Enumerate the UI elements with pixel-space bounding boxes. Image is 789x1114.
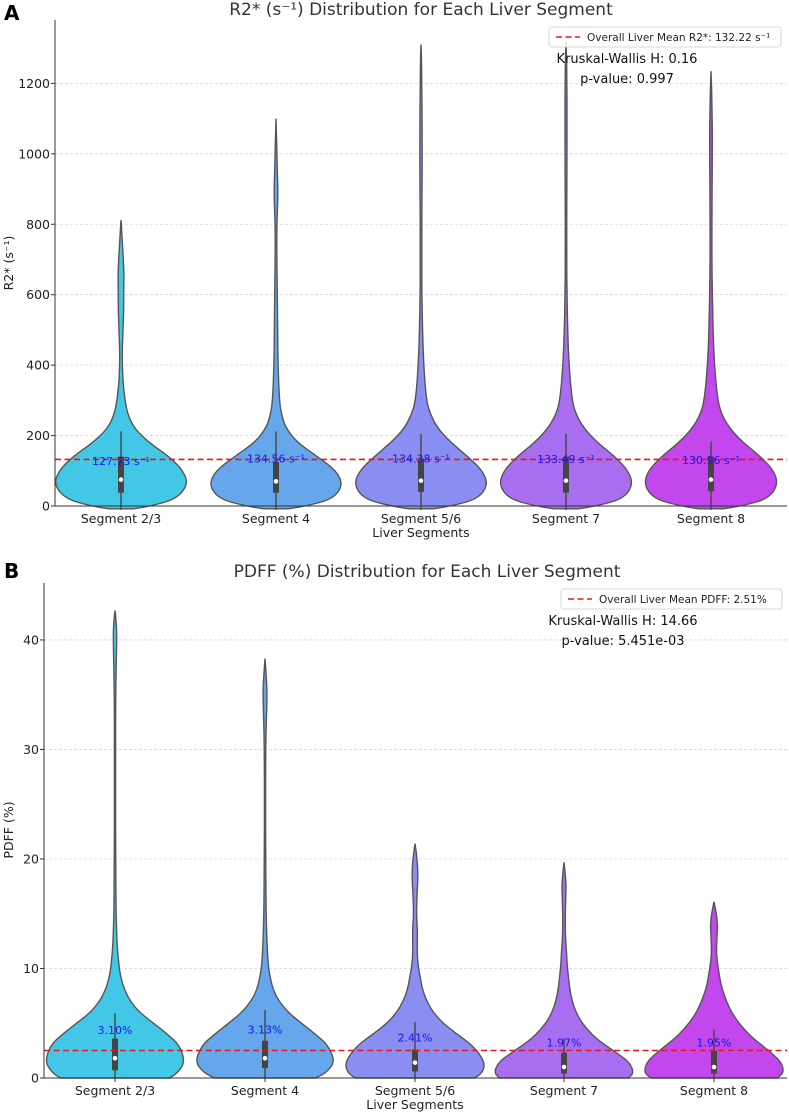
panel-b-y-tick-label: 40 [23, 632, 39, 647]
panel-b-x-tick-label: Segment 8 [680, 1083, 748, 1098]
panel-a-y-tick-label: 200 [26, 428, 50, 443]
panel-a-median-segment-1 [118, 477, 124, 482]
panel-b-x-tick-label: Segment 7 [530, 1083, 598, 1098]
panel-b-median-segment-1 [112, 1055, 118, 1061]
panel-a-title: R2* (s⁻¹) Distribution for Each Liver Se… [229, 0, 613, 20]
panel-b-label: B [4, 559, 19, 583]
panel-a-legend-label: Overall Liver Mean R2*: 132.22 s⁻¹ [587, 32, 770, 44]
panel-a-iqr-box-segment-2 [273, 461, 279, 493]
panel-b-iqr-box-segment-4 [561, 1052, 567, 1074]
panel-a-violin-segment-3 [355, 44, 487, 510]
panel-b-mean-label-segment-2: 3.13% [248, 1024, 283, 1037]
panel-a-p-value: p-value: 0.997 [580, 72, 674, 87]
panel-b-legend-label: Overall Liver Mean PDFF: 2.51% [599, 594, 767, 606]
panel-a-iqr-box-segment-3 [418, 458, 424, 492]
panel-a-violins [54, 41, 778, 510]
panel-b-x-tick-label: Segment 4 [231, 1083, 299, 1098]
panel-b-y-ticks: 0 10 20 30 40 [23, 632, 44, 1086]
panel-a-violin-segment-2 [210, 118, 342, 510]
panel-b-violin-segment-2 [196, 658, 334, 1079]
panel-b-mean-label-segment-5: 1.95% [697, 1037, 732, 1050]
panel-a-mean-label-segment-2: 134.56 s⁻¹ [247, 453, 305, 466]
panel-a-x-label: Liver Segments [372, 525, 469, 540]
panel-b-violin-segment-5 [644, 901, 784, 1079]
panel-a-mean-label-segment-5: 130.96 s⁻¹ [682, 454, 740, 467]
panel-b-p-value: p-value: 5.451e-03 [561, 634, 684, 649]
panel-a-kruskal-wallis: Kruskal-Wallis H: 0.16 [557, 52, 698, 67]
panel-b-mean-label-segment-3: 2.41% [398, 1032, 433, 1045]
panel-b: B PDFF (%) Distribution for Each Liver S… [1, 559, 787, 1112]
panel-a-median-segment-3 [418, 478, 424, 483]
panel-a-y-tick-label: 1200 [18, 76, 50, 91]
panel-a-y-tick-label: 1000 [18, 146, 50, 161]
panel-b-x-tick-label: Segment 5/6 [375, 1083, 455, 1098]
panel-b-iqr-box-segment-1 [112, 1038, 118, 1071]
panel-a-legend-box [548, 26, 782, 48]
panel-a-y-label: R2* (s⁻¹) [1, 236, 16, 291]
panel-b-mean-label-segment-1: 3.10% [98, 1024, 133, 1037]
panel-b-title: PDFF (%) Distribution for Each Liver Seg… [234, 562, 621, 582]
panel-b-iqr-box-segment-5 [711, 1050, 717, 1074]
panel-a-median-segment-5 [708, 477, 714, 482]
panel-b-y-tick-label: 10 [23, 961, 39, 976]
panel-a-median-segment-4 [563, 478, 569, 483]
panel-a-label: A [4, 1, 20, 25]
panel-a-iqr-box-segment-5 [708, 456, 714, 492]
panel-a-mean-labels: 127.73 s⁻¹ 134.56 s⁻¹ 134.38 s⁻¹ 133.49 s⁻¹… [92, 453, 740, 468]
panel-a-y-tick-label: 400 [26, 358, 50, 373]
panel-b-y-tick-label: 20 [23, 851, 39, 866]
panel-a-x-ticks: Segment 2/3 Segment 4 Segment 5/6 Segment 7… [81, 506, 745, 526]
panel-a-mean-label-segment-4: 133.49 s⁻¹ [537, 453, 595, 466]
panel-b-x-label: Liver Segments [366, 1097, 463, 1112]
panel-a-mean-label-segment-1: 127.73 s⁻¹ [92, 455, 150, 468]
panel-b-x-tick-label: Segment 2/3 [75, 1083, 155, 1098]
panel-a-violin-segment-1 [54, 219, 188, 510]
panel-a-median-segment-2 [273, 479, 279, 484]
panel-b-median-segment-3 [412, 1060, 418, 1065]
panel-b-y-label: PDFF (%) [1, 801, 16, 858]
panel-a-x-tick-label: Segment 7 [532, 511, 600, 526]
panel-b-y-tick-label: 30 [23, 742, 39, 757]
panel-b-violin-segment-4 [494, 862, 634, 1079]
panel-b-legend: Overall Liver Mean PDFF: 2.51% [560, 588, 783, 610]
panel-b-mean-label-segment-4: 1.97% [547, 1036, 582, 1049]
panel-b-mean-labels: 3.10% 3.13% 2.41% 1.97% 1.95% [98, 1024, 732, 1050]
panel-a-legend: Overall Liver Mean R2*: 132.22 s⁻¹ [548, 26, 782, 48]
panel-a: A R2* (s⁻¹) Distribution for Each Liver … [1, 0, 787, 540]
panel-b-violin-segment-1 [45, 610, 185, 1079]
panel-a-iqr-box-segment-1 [118, 456, 124, 493]
panel-b-median-segment-2 [262, 1055, 268, 1061]
panel-a-x-tick-label: Segment 8 [677, 511, 745, 526]
panel-a-x-tick-label: Segment 5/6 [381, 511, 461, 526]
panel-b-iqr-box-segment-2 [262, 1040, 268, 1069]
panel-a-violin-segment-5 [644, 71, 778, 510]
panel-a-x-tick-label: Segment 4 [242, 511, 310, 526]
panel-a-y-tick-label: 800 [26, 217, 50, 232]
panel-b-median-segment-4 [561, 1064, 567, 1070]
panel-b-legend-box [560, 588, 783, 610]
panel-a-y-tick-label: 600 [26, 287, 50, 302]
panel-a-y-ticks: 0 200 400 600 800 1000 1200 [18, 76, 55, 514]
panel-b-violin-segment-3 [345, 843, 485, 1079]
panel-b-x-ticks: Segment 2/3 Segment 4 Segment 5/6 Segment 7… [75, 1078, 748, 1098]
panel-a-mean-label-segment-3: 134.38 s⁻¹ [392, 453, 450, 466]
panel-b-y-tick-label: 0 [31, 1071, 39, 1086]
panel-a-iqr-box-segment-4 [563, 456, 569, 493]
panel-a-y-tick-label: 0 [42, 499, 50, 514]
panel-b-violins [45, 610, 784, 1079]
panel-b-kruskal-wallis: Kruskal-Wallis H: 14.66 [548, 614, 697, 629]
panel-b-median-segment-5 [711, 1064, 717, 1070]
panel-a-x-tick-label: Segment 2/3 [81, 511, 161, 526]
